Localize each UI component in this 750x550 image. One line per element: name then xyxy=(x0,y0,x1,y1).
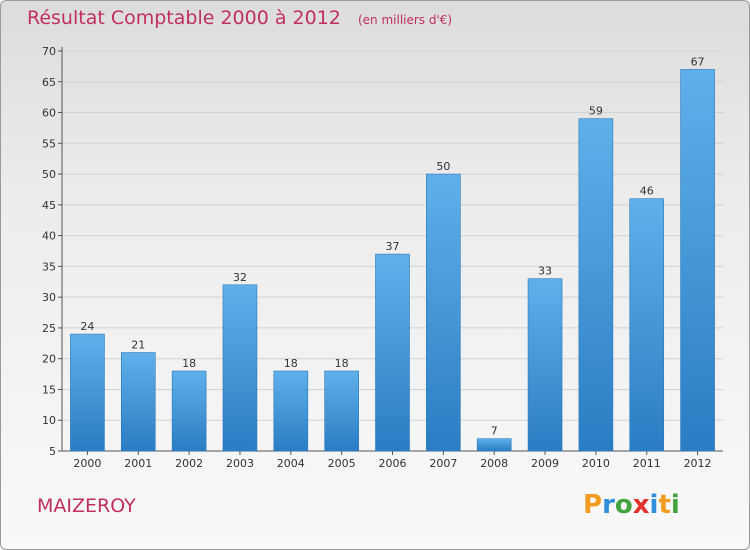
logo-letter: P xyxy=(583,490,603,520)
y-tick-label: 15 xyxy=(42,383,56,396)
data-label: 24 xyxy=(80,320,94,333)
y-tick-label: 20 xyxy=(42,353,56,366)
bar-2006 xyxy=(375,253,410,452)
logo-letter: i xyxy=(649,490,659,520)
logo-letter: t xyxy=(658,490,671,520)
bar-2003 xyxy=(222,284,258,452)
data-label: 18 xyxy=(284,357,298,370)
bar-2010 xyxy=(578,118,614,452)
x-tick-label: 2002 xyxy=(175,457,203,470)
data-label: 7 xyxy=(491,425,498,438)
bar-2008 xyxy=(476,438,512,452)
bar-2007 xyxy=(426,173,461,452)
bar-2005 xyxy=(324,370,359,452)
commune-name: MAIZEROY xyxy=(37,495,136,517)
x-tick-label: 2007 xyxy=(429,457,457,470)
x-tick-label: 2012 xyxy=(684,457,712,470)
y-tick-label: 10 xyxy=(42,414,56,427)
y-tick-label: 55 xyxy=(42,137,56,150)
data-label: 33 xyxy=(538,265,552,278)
logo-letter: r xyxy=(602,490,615,520)
x-tick-label: 2011 xyxy=(633,457,661,470)
x-tick-label: 2009 xyxy=(531,457,559,470)
data-label: 50 xyxy=(436,160,450,173)
logo-letter: x xyxy=(632,490,650,520)
x-tick-label: 2003 xyxy=(226,457,254,470)
y-tick-label: 70 xyxy=(42,45,56,58)
bar-2000 xyxy=(70,333,105,452)
data-label: 32 xyxy=(233,271,247,284)
logo-letter: o xyxy=(614,490,633,520)
proxiti-logo: Proxiti xyxy=(583,490,680,520)
bar-2012 xyxy=(680,69,715,452)
bar-2001 xyxy=(120,352,156,452)
x-tick-label: 2004 xyxy=(277,457,305,470)
logo-letter: i xyxy=(670,490,680,520)
data-label: 37 xyxy=(386,240,400,253)
x-tick-label: 2008 xyxy=(480,457,508,470)
y-tick-label: 5 xyxy=(49,445,56,458)
data-label: 21 xyxy=(131,339,145,352)
x-tick-label: 2010 xyxy=(582,457,610,470)
x-tick-label: 2001 xyxy=(124,457,152,470)
y-tick-label: 45 xyxy=(42,199,56,212)
y-tick-label: 60 xyxy=(42,107,56,120)
bar-2009 xyxy=(527,278,563,452)
data-label: 46 xyxy=(640,185,654,198)
y-tick-label: 40 xyxy=(42,230,56,243)
y-tick-label: 35 xyxy=(42,260,56,273)
data-label: 59 xyxy=(589,105,603,118)
y-tick-label: 50 xyxy=(42,168,56,181)
data-label: 18 xyxy=(182,357,196,370)
data-label: 67 xyxy=(691,55,705,68)
chart-unit: (en milliers d'€) xyxy=(357,13,453,27)
bar-2011 xyxy=(629,198,665,452)
y-tick-label: 30 xyxy=(42,291,56,304)
y-tick-label: 25 xyxy=(42,322,56,335)
x-tick-label: 2000 xyxy=(73,457,101,470)
chart-title: Résultat Comptable 2000 à 2012 xyxy=(27,7,341,29)
chart-title-block: Résultat Comptable 2000 à 2012 (en milli… xyxy=(27,7,452,29)
y-tick-label: 65 xyxy=(42,76,56,89)
x-tick-label: 2005 xyxy=(328,457,356,470)
bar-2002 xyxy=(171,370,207,452)
data-label: 18 xyxy=(335,357,349,370)
x-tick-label: 2006 xyxy=(379,457,407,470)
bar-2004 xyxy=(273,370,309,452)
